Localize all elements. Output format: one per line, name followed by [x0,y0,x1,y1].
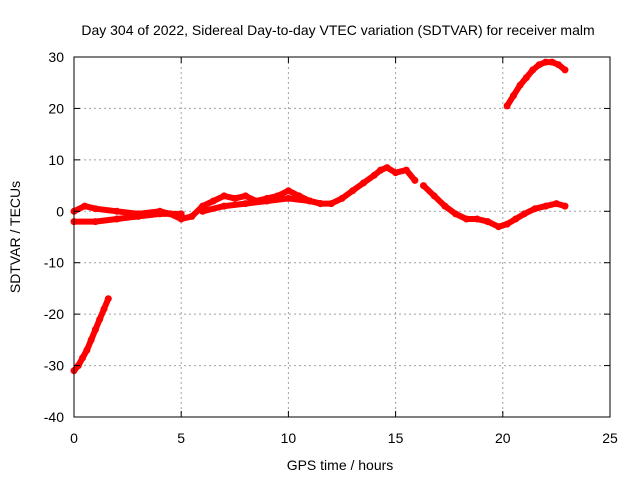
data-point [209,197,217,205]
data-point [452,210,460,218]
data-point [338,194,346,202]
data-point [359,179,367,187]
data-point [242,192,249,200]
data-point [91,205,99,213]
x-tick-label: 0 [70,430,78,446]
data-point [462,215,470,223]
data-point [392,169,400,177]
y-tick-label: 0 [56,203,64,219]
data-point [242,200,249,208]
data-point [555,61,562,69]
y-tick-label: -40 [44,409,64,425]
data-point [370,171,378,179]
data-point [522,74,530,82]
data-point [327,200,335,208]
data-point [156,207,164,215]
y-tick-label: 10 [48,152,64,168]
data-point [231,194,239,202]
axis-ticks [73,56,611,418]
data-point [96,315,104,323]
data-point [87,336,95,344]
x-tick-label: 10 [281,430,297,446]
x-axis-tick-labels: 0 5 10 15 20 25 [70,430,618,446]
data-point [441,202,449,210]
x-tick-label: 20 [495,430,511,446]
data-point [113,207,121,215]
data-point [503,220,511,228]
x-axis-label: GPS time / hours [287,457,394,473]
data-point [495,223,502,231]
data-point [484,218,492,226]
x-tick-label: 5 [177,430,185,446]
data-point [529,66,537,74]
data-point [531,205,539,213]
data-point [284,187,292,195]
data-point [512,215,520,223]
data-point [402,166,410,174]
plot-frame [73,56,611,418]
data-point [377,166,385,174]
data-point [520,210,528,218]
y-axis-tick-labels: -40 -30 -20 -10 0 10 20 30 [44,49,64,425]
data-point [503,102,511,110]
data-point [473,215,481,223]
data-point [542,58,550,66]
data-point [220,192,228,200]
data-point [516,81,524,89]
data-point [81,202,89,210]
data-point [134,210,142,218]
data-point [284,194,292,202]
data-point [411,176,419,184]
grid-lines [74,57,610,417]
data-point [383,164,391,172]
data-point [177,215,185,223]
x-tick-label: 25 [602,430,618,446]
data-point [561,202,569,210]
chart-title: Day 304 of 2022, Sidereal Day-to-day VTE… [81,22,594,38]
data-point [548,58,556,66]
x-tick-label: 15 [388,430,404,446]
data-point [79,354,87,362]
data-point [430,192,438,200]
data-point [317,200,325,208]
y-tick-label: -10 [44,255,64,271]
data-point [561,66,569,74]
data-point [420,182,427,190]
data-series [70,58,569,375]
y-tick-label: 20 [48,100,64,116]
data-point [188,212,196,220]
data-point [535,61,543,69]
data-point [91,326,99,334]
data-point [220,202,228,210]
data-point [91,218,99,226]
y-axis-label: SDTVAR / TECUs [7,181,23,293]
data-point [167,210,174,218]
data-point [199,207,207,215]
data-point [263,197,271,205]
data-point [100,305,108,313]
data-point [113,215,121,223]
data-point [349,187,357,195]
data-point [542,202,550,210]
y-tick-label: -20 [44,306,64,322]
data-point [510,92,517,100]
y-tick-label: 30 [48,49,64,65]
data-point [306,197,314,205]
data-point [83,346,91,354]
data-point [104,295,112,303]
data-point [552,200,560,208]
y-tick-label: -30 [44,358,64,374]
